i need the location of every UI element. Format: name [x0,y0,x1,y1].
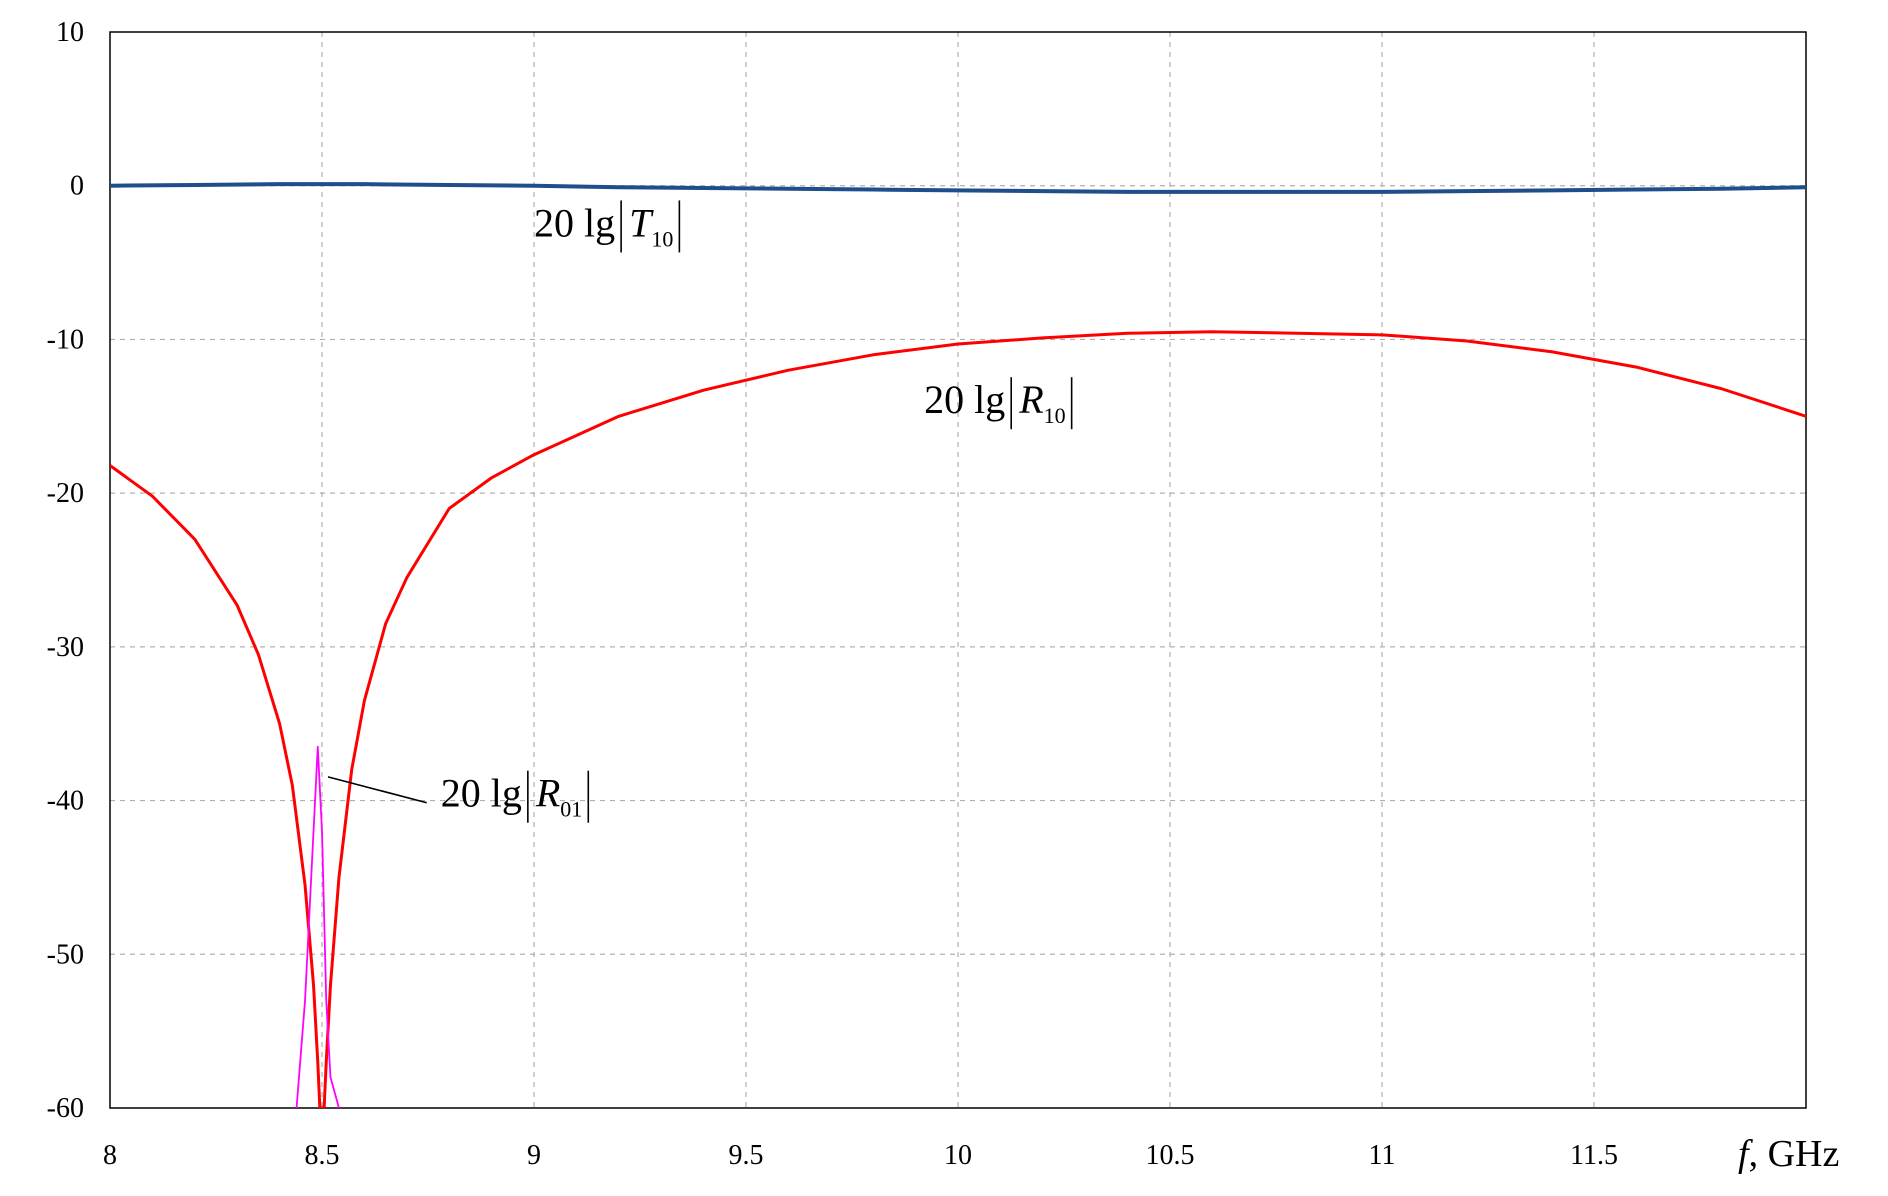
plot-frame [109,31,1807,1109]
grid [110,32,1806,1108]
curve-label-prefix: 20 lg [924,377,1005,422]
x-tick-label: 11.5 [1570,1140,1618,1171]
curve-label-symbol: R [1018,377,1043,422]
curve-label-prefix: 20 lg [441,771,522,816]
series-line-2 [110,330,1806,1108]
curve-label-text: 20 lg T10 [534,200,673,251]
x-tick-label: 9.5 [729,1140,764,1171]
y-tick-label: 10 [56,17,84,48]
x-tick-label: 8 [103,1140,117,1171]
series-layer [110,182,1806,1108]
x-tick-label: 11 [1369,1140,1396,1171]
y-tick-label: -60 [47,1093,84,1124]
x-tick-label: 9 [527,1140,541,1171]
series-line-1 [110,182,1806,194]
curve-label-T10: 20 lg T10 [534,200,681,253]
x-tick-label: 10.5 [1146,1140,1195,1171]
curve-label-R10: 20 lg R10 [924,377,1073,430]
y-tick-label: -20 [47,478,84,509]
x-tick-label: 8.5 [305,1140,340,1171]
series-line-3 [295,745,340,1108]
annotation-leader-line [327,776,427,804]
y-tick-label: -30 [47,632,84,663]
x-axis-unit: , GHz [1749,1133,1840,1175]
curve-label-prefix: 20 lg [534,200,615,245]
curve-label-subscript: 10 [1044,403,1066,428]
y-tick-label: -40 [47,786,84,817]
curve-label-R01: 20 lg R01 [327,770,590,823]
curve-label-subscript: 01 [560,797,582,822]
curve-label-symbol: R [535,771,560,816]
curve-label-symbol: T [629,200,654,245]
y-tick-label: -10 [47,324,84,355]
x-tick-label: 10 [944,1140,972,1171]
y-tick-label: 0 [70,171,84,202]
curve-label-text: 20 lg R10 [924,377,1066,428]
curve-label-subscript: 10 [651,226,673,251]
curve-label-text: 20 lg R01 [441,771,583,822]
x-axis-label: f, GHz [1738,1133,1839,1175]
tick-labels: 8 8.5 9 9.5 10 10.5 11 11.5 10 0 -10 -20 -30 -40 -50 -6… [47,17,1618,1171]
y-tick-label: -50 [47,939,84,970]
